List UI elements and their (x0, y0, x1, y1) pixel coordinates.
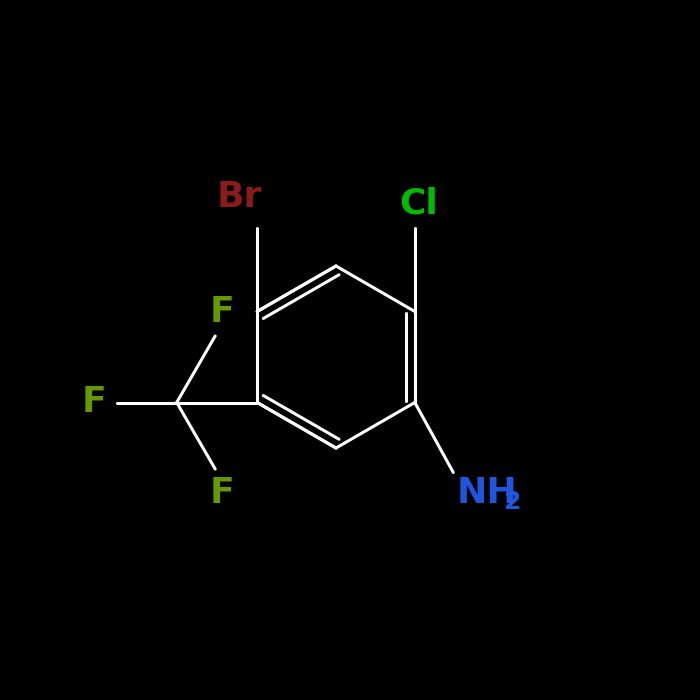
Text: F: F (82, 386, 106, 419)
Text: Cl: Cl (399, 186, 438, 220)
Text: Br: Br (217, 179, 262, 214)
Text: NH: NH (457, 476, 517, 510)
Text: F: F (210, 295, 235, 329)
Text: F: F (210, 476, 235, 510)
Text: 2: 2 (505, 490, 522, 514)
